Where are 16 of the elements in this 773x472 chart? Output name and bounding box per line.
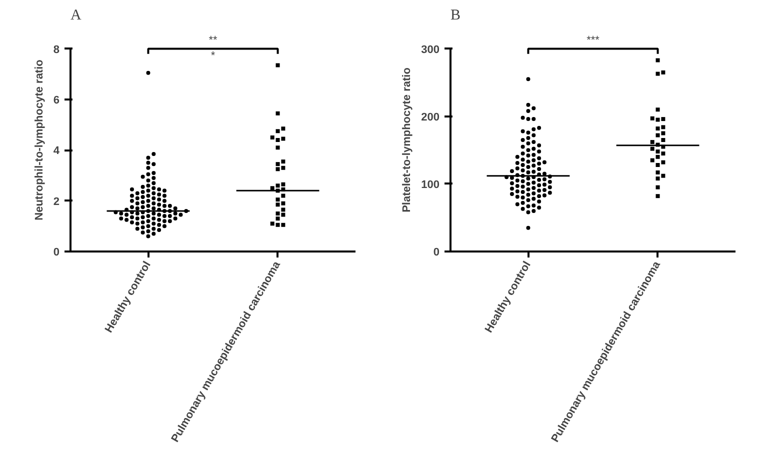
y-axis-title: Platelet-to-lymphocyte ratio	[401, 67, 414, 212]
y-tick-label: 4	[53, 145, 60, 158]
y-tick-label: 200	[421, 111, 440, 124]
y-tick-label: 300	[421, 44, 440, 56]
text: ***	[586, 34, 600, 47]
y-tick-label: 2	[53, 196, 60, 208]
y-tick-label: 8	[53, 44, 60, 56]
chart-title: A	[70, 8, 82, 24]
chart-title: B	[450, 8, 461, 24]
y-tick-label: 100	[421, 178, 440, 191]
text: **	[208, 34, 218, 47]
y-axis-title: Neutrophil-to-lymphocyte ratio	[33, 59, 46, 220]
y-tick-label: 0	[433, 246, 440, 258]
y-tick-label: 0	[53, 246, 60, 258]
y-tick-label: 6	[53, 94, 60, 106]
annotation: *	[210, 50, 216, 62]
